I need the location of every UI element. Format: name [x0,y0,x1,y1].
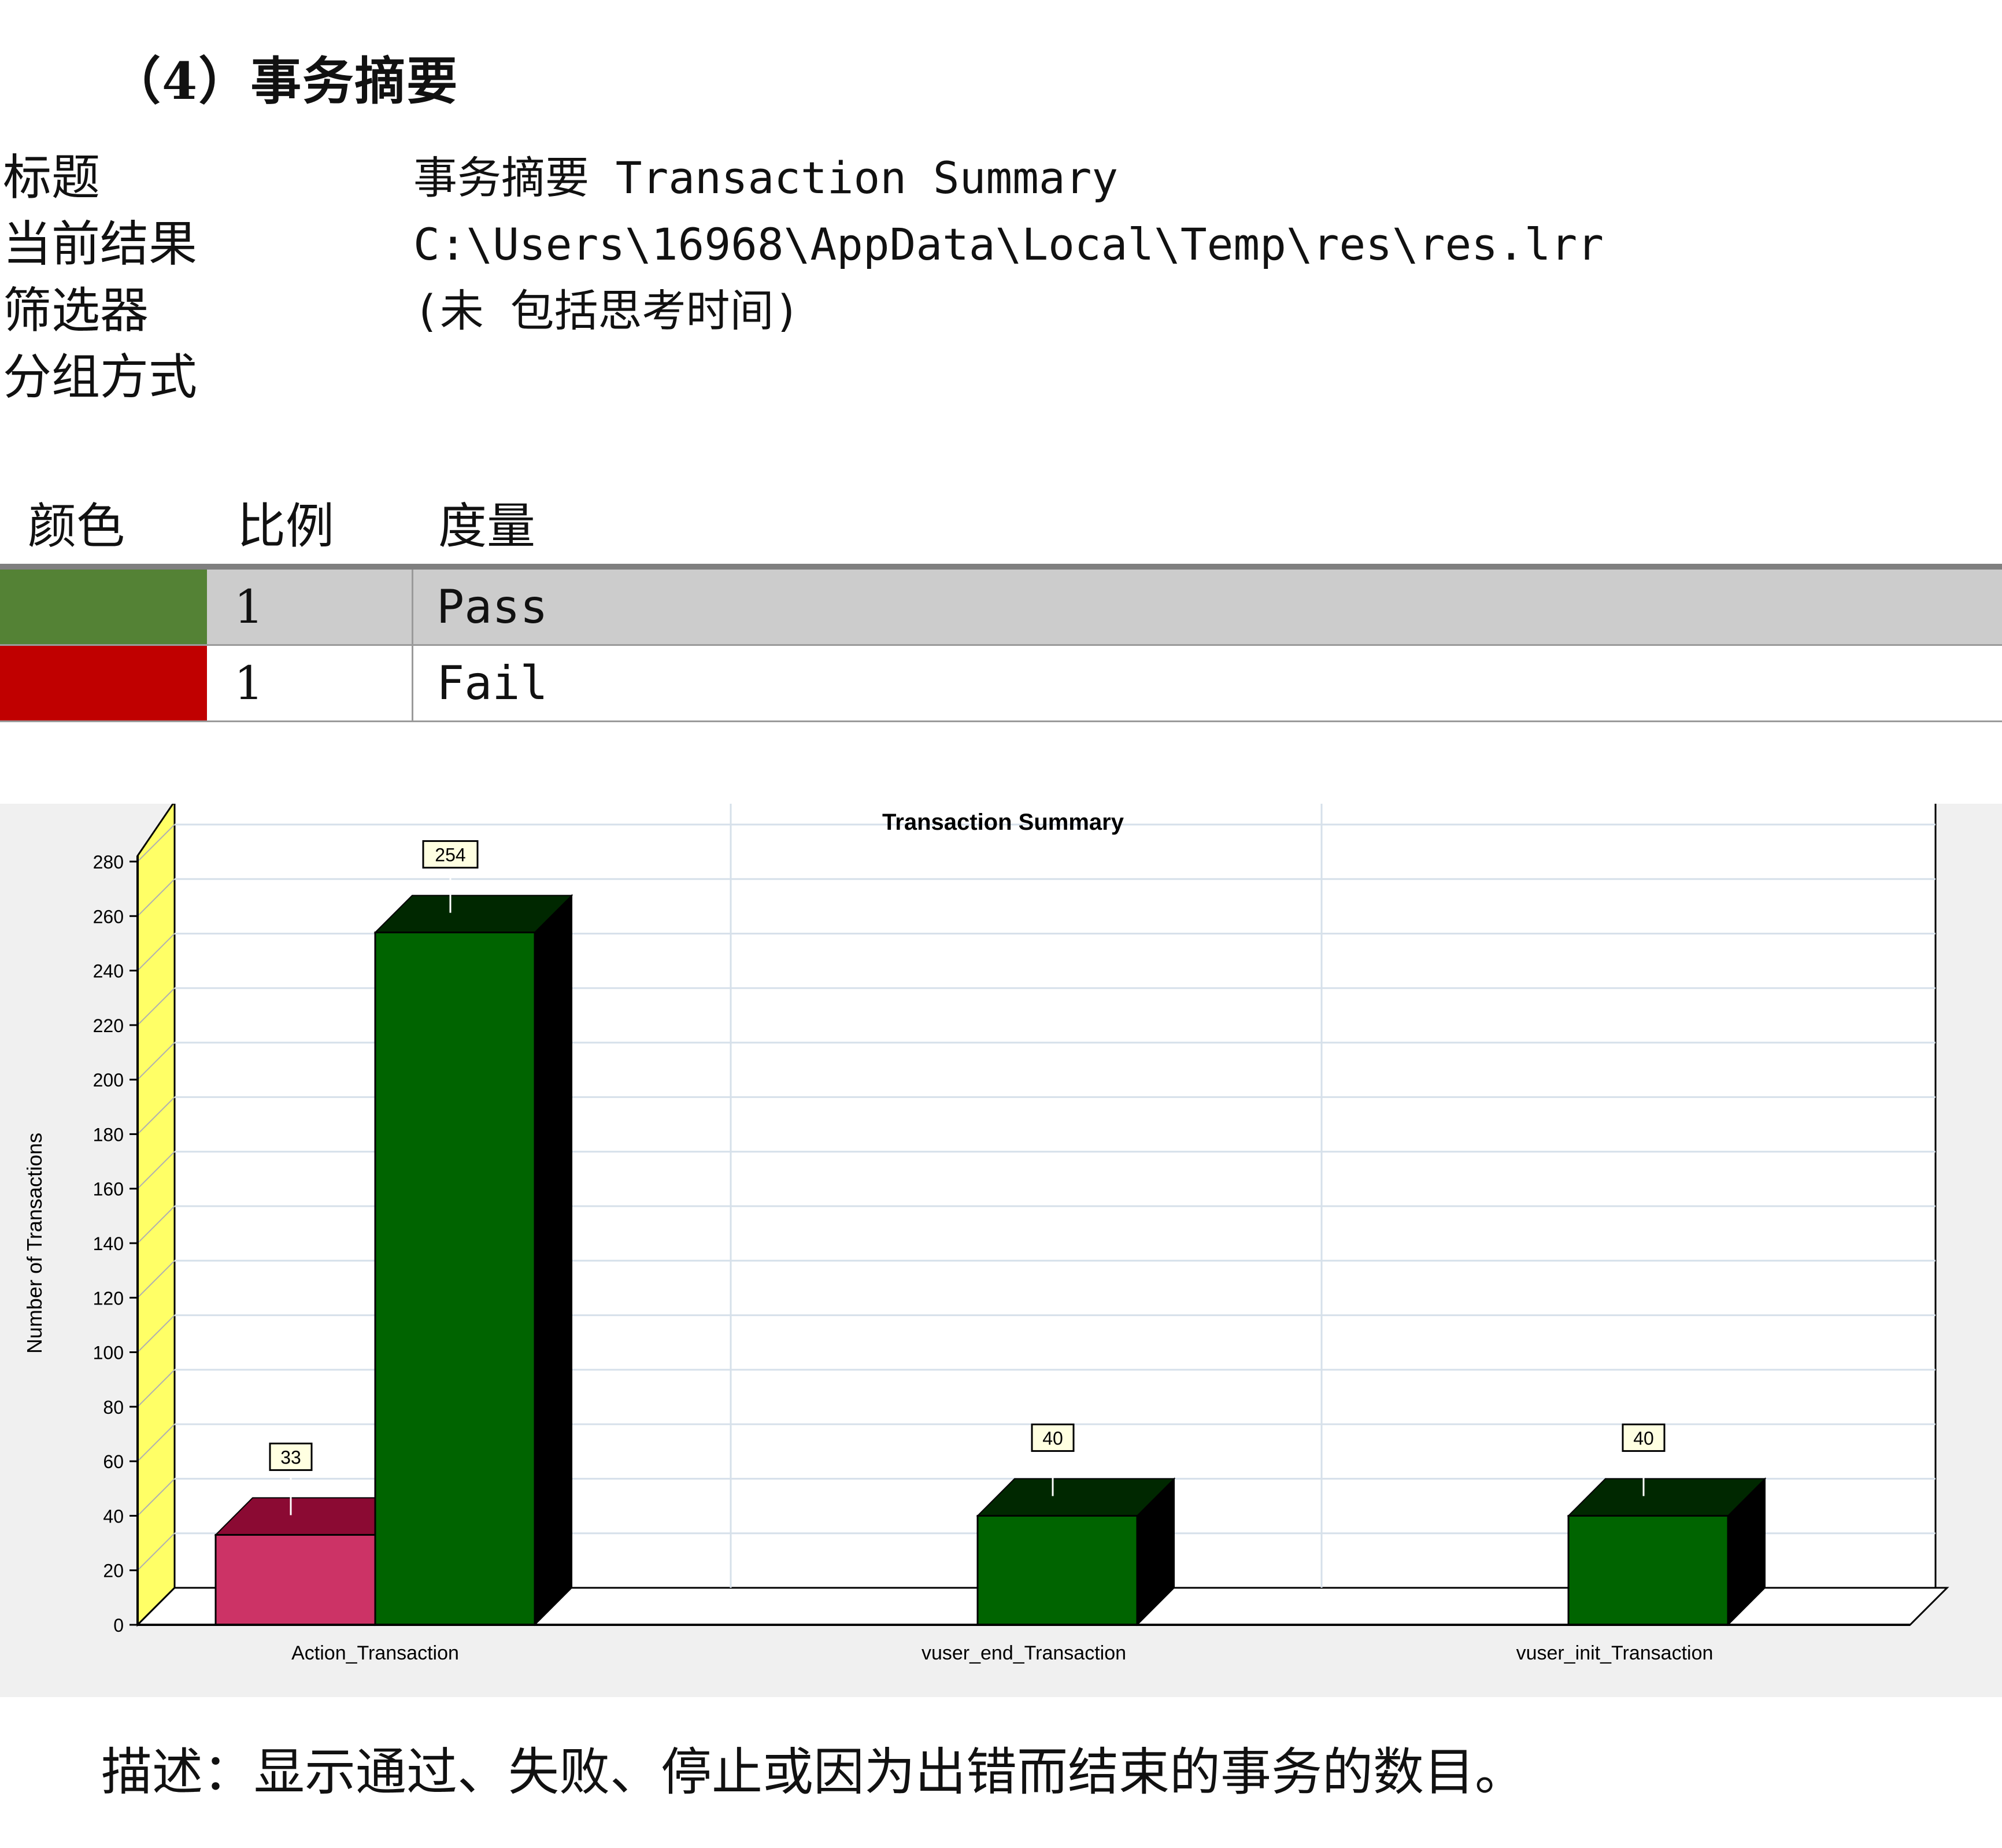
data-label-box [1622,1423,1666,1452]
legend-header-color: 颜色 [28,498,125,555]
legend-swatch [0,570,207,644]
legend-scale: 1 [234,580,264,634]
info-value: C:\Users\16968\AppData\Local\Temp\res\re… [413,219,1604,270]
chart-wall-gridline [137,878,175,916]
data-label-box [422,840,479,869]
chart-x-tick-label: vuser_end_Transaction [922,1642,1126,1664]
legend-header-scale: 比例 [237,498,335,555]
info-table: 标题 事务摘要 Transaction Summary 当前结果 C:\User… [0,145,2002,411]
data-label-box [269,1442,313,1471]
info-label: 当前结果 [3,216,198,272]
chart-wall-gridline [137,1314,175,1353]
chart-y-tick-label: 180 [93,1124,124,1145]
chart-y-tick-label: 0 [113,1615,124,1636]
data-label: 40 [1633,1428,1654,1448]
bar-pass [1567,1514,1729,1626]
chart-wall-gridline [137,1533,175,1571]
section-heading: （4）事务摘要 [110,51,459,111]
legend-measure: Pass [436,580,548,634]
chart-y-tick-label: 280 [93,852,124,873]
chart-wall-gridline [137,1206,175,1244]
legend-table: 颜色 比例 度量 1 Pass 1 Fail [0,489,2002,722]
legend-swatch [0,646,207,720]
chart-wall-gridline [137,988,175,1026]
chart-y-tick-label: 220 [93,1015,124,1036]
legend-column-divider [412,646,413,720]
info-label: 分组方式 [3,349,198,405]
chart-y-tick-label: 80 [103,1397,124,1418]
data-label-box [1031,1423,1075,1452]
chart-y-tick-label: 160 [93,1179,124,1200]
info-row-current-result: 当前结果 C:\Users\16968\AppData\Local\Temp\r… [0,211,2002,278]
chart-wall-gridline [137,1424,175,1462]
info-row-filter: 筛选器 (未 包括思考时间) [0,278,2002,344]
info-label: 筛选器 [3,282,149,339]
chart-canvas: 0 20 40 60 80 100 120 140 160 180 200 220 240 260 280 3… [23,804,1949,1664]
chart-description: 描述：显示通过、失败、停止或因为出错而结束的事务的数目。 [101,1742,1526,1802]
data-label: 254 [435,845,465,866]
chart-wall-gridline [137,1260,175,1298]
legend-header-measure: 度量 [438,498,536,555]
chart-y-axis-label: Number of Transactions [23,1133,46,1354]
info-value: (未 包括思考时间) [413,285,801,337]
bar-side-pass [534,894,572,1627]
transaction-summary-chart: 0 20 40 60 80 100 120 140 160 180 200 220 240 260 280 3… [0,804,2002,1697]
chart-wall-gridline [137,1369,175,1407]
chart-wall-gridline [137,824,175,862]
chart-title: Transaction Summary [882,810,1124,835]
chart-wall-gridline [137,1478,175,1517]
chart-y-tick-label: 200 [93,1070,124,1091]
chart-y-tick-label: 20 [103,1561,124,1581]
chart-wall-gridline [137,1096,175,1135]
chart-y-tick-label: 140 [93,1233,124,1254]
chart-x-tick-label: vuser_init_Transaction [1516,1642,1714,1664]
legend-column-divider [412,570,413,644]
bar-pass [374,932,536,1626]
bar-fail [214,1533,376,1626]
chart-y-tick-label: 120 [93,1288,124,1309]
info-label: 标题 [3,149,101,206]
info-value: 事务摘要 Transaction Summary [413,152,1119,204]
chart-y-tick-label: 260 [93,906,124,927]
legend-row-pass: 1 Pass [0,570,2002,646]
legend-row-fail: 1 Fail [0,646,2002,722]
chart-wall-gridline [137,1151,175,1189]
chart-wall-gridline [137,933,175,971]
info-row-group-by: 分组方式 [0,344,2002,411]
bar-pass [976,1514,1138,1626]
chart-x-tick-label: Action_Transaction [291,1642,459,1664]
chart-y-tick-label: 240 [93,961,124,982]
legend-measure: Fail [436,656,548,710]
chart-y-tick-label: 100 [93,1343,124,1363]
legend-scale: 1 [234,656,264,710]
chart-y-tick-label: 60 [103,1451,124,1472]
data-label: 40 [1042,1428,1063,1448]
legend-header: 颜色 比例 度量 [0,489,2002,564]
data-label: 33 [280,1447,301,1468]
chart-y-tick-label: 40 [103,1506,124,1527]
info-row-title: 标题 事务摘要 Transaction Summary [0,145,2002,211]
chart-wall-gridline [137,1042,175,1080]
legend-divider [0,564,2002,570]
chart-left-wall [136,804,176,1627]
